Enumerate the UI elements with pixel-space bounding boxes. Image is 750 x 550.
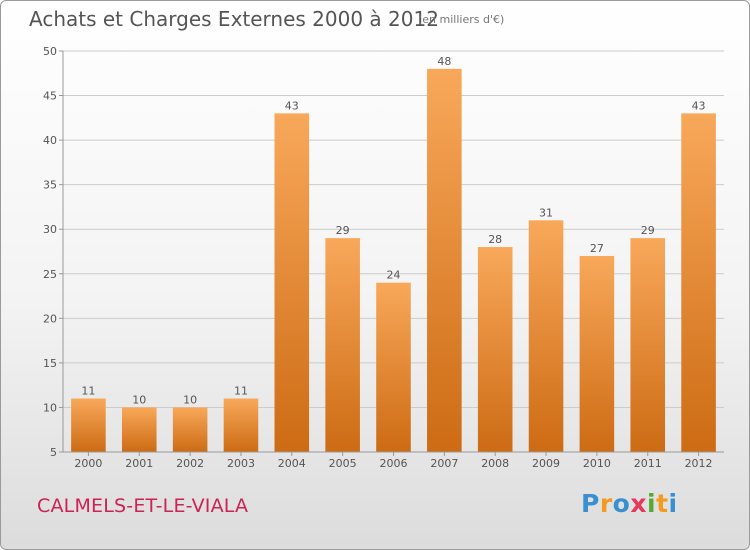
data-label-2003: 11 [234,385,248,398]
x-tick-label-2006: 2006 [380,457,408,470]
commune-name: CALMELS-ET-LE-VIALA [37,495,249,517]
bar-2005 [325,238,360,452]
data-label-2009: 31 [539,206,553,219]
y-tick-label: 45 [43,90,57,103]
data-label-2010: 27 [590,242,604,255]
x-tick-label-2000: 2000 [74,457,102,470]
bar-2004 [274,113,310,452]
bar-2011 [630,238,666,452]
x-tick-label-2008: 2008 [481,457,509,470]
y-tick-label: 30 [43,223,57,236]
x-tick-label-2007: 2007 [430,457,458,470]
proxiti-logo: Proxiti [581,489,678,518]
x-tick-label-2010: 2010 [583,457,611,470]
bar-2000 [71,398,106,452]
y-tick-label: 10 [43,401,57,414]
y-tick-label: 50 [43,45,57,58]
chart-title: Achats et Charges Externes 2000 à 2012 [29,7,439,31]
x-tick-label-2001: 2001 [125,457,153,470]
data-label-2001: 10 [132,393,146,406]
bar-2012 [681,113,716,452]
data-label-2008: 28 [488,233,502,246]
y-tick-label: 35 [43,179,57,192]
bar-2010 [579,255,615,452]
data-label-2002: 10 [183,393,197,406]
y-tick-label: 20 [43,312,57,325]
x-tick-label-2012: 2012 [685,457,713,470]
data-label-2005: 29 [336,224,350,237]
x-tick-label-2002: 2002 [176,457,204,470]
x-tick-label-2005: 2005 [329,457,357,470]
bar-2003 [223,398,259,452]
bar-2007 [427,68,462,453]
data-label-2011: 29 [641,224,655,237]
y-tick-label: 5 [50,446,57,459]
data-label-2006: 24 [387,269,401,282]
bar-2006 [376,282,411,452]
bar-2009 [528,220,564,452]
data-label-2004: 43 [285,99,299,112]
bar-2008 [477,247,513,452]
y-tick-label: 15 [43,357,57,370]
x-tick-label-2011: 2011 [634,457,662,470]
y-tick-label: 25 [43,268,57,281]
bar-2001 [121,407,157,452]
y-tick-label: 40 [43,134,57,147]
x-tick-label-2004: 2004 [278,457,306,470]
x-tick-label-2003: 2003 [227,457,255,470]
x-tick-label-2009: 2009 [532,457,560,470]
data-label-2007: 48 [437,55,451,68]
chart-subtitle: (en milliers d'€) [418,13,505,26]
data-label-2012: 43 [692,99,706,112]
bar-2002 [172,407,208,452]
data-label-2000: 11 [81,385,95,398]
